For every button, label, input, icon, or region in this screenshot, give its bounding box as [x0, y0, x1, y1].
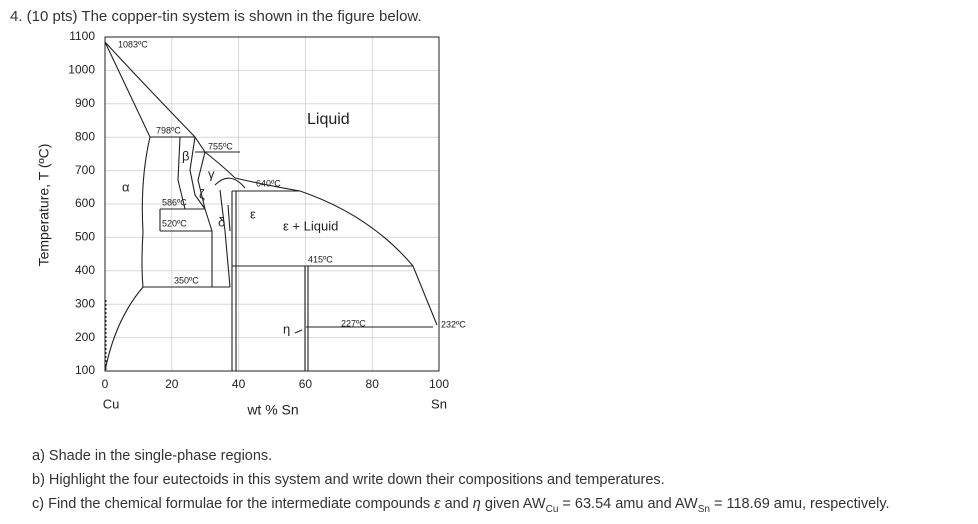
y-tick-label: 900 [75, 96, 95, 110]
x-end-label: Sn [431, 396, 447, 411]
y-tick-label: 1000 [68, 63, 95, 77]
region-label: γ [208, 166, 215, 181]
temp-label: 520ºC [162, 218, 187, 228]
region-label: α [122, 179, 130, 194]
y-tick-label: 800 [75, 129, 95, 143]
region-label: η [283, 321, 290, 336]
x-tick-label: 100 [429, 377, 449, 391]
region-label: ζ [199, 186, 205, 201]
part-b: b) Highlight the four eutectoids in this… [32, 472, 665, 488]
phase-boundaries [104, 41, 438, 372]
y-tick-label: 1100 [69, 29, 95, 43]
subscript: Cu [545, 503, 559, 515]
x-tick-label: 40 [232, 377, 246, 391]
y-tick-label: 700 [75, 163, 95, 177]
region-label: Liquid [307, 111, 350, 128]
temp-label: 232ºC [441, 319, 466, 329]
temp-label: 586ºC [162, 197, 187, 207]
symbol: η [472, 496, 481, 512]
text: c) Find the chemical formulae for the in… [32, 496, 435, 512]
region-label: ε + Liquid [283, 218, 338, 233]
temp-label: 415ºC [308, 254, 333, 264]
x-tick-label: 60 [299, 377, 313, 391]
text: = 118.69 amu, respectively. [709, 496, 890, 512]
temp-label: 640ºC [256, 178, 281, 188]
temp-label: 1083ºC [118, 39, 148, 49]
subscript: Sn [697, 503, 710, 515]
part-c: c) Find the chemical formulae for the in… [32, 496, 890, 515]
y-tick-label: 600 [75, 196, 95, 210]
y-tick-label: 300 [75, 296, 95, 310]
y-tick-label: 100 [75, 363, 95, 377]
temp-label: 798ºC [156, 125, 181, 135]
x-tick-label: 20 [165, 377, 179, 391]
text: and [440, 496, 473, 512]
phase-diagram: 1083ºC 798ºC 755ºC 640ºC 586ºC 520ºC 350… [36, 29, 467, 418]
y-tick-label: 400 [75, 263, 95, 277]
temp-label: 227ºC [341, 318, 366, 328]
temp-label: 755ºC [208, 141, 233, 151]
y-tick-label: 200 [75, 330, 95, 344]
region-label: β [182, 148, 189, 163]
part-a: a) Shade in the single-phase regions. [32, 448, 273, 464]
region-label: ε [250, 206, 256, 221]
region-label: δ [218, 214, 225, 229]
x-tick-label: 80 [366, 377, 380, 391]
y-tick-label: 500 [75, 230, 95, 244]
symbol: ε [434, 496, 441, 512]
question: 4. (10 pts) The copper-tin system is sho… [10, 8, 422, 25]
text: = 63.54 amu and AW [558, 496, 698, 512]
plot-frame [104, 36, 440, 372]
x-end-label: Cu [103, 396, 120, 411]
temp-label: 350ºC [174, 275, 199, 285]
x-tick-label: 0 [102, 377, 109, 391]
x-axis-title: wt % Sn [246, 402, 298, 418]
y-axis-title: Temperature, T (ºC) [36, 144, 52, 267]
text: given AW [480, 496, 546, 512]
